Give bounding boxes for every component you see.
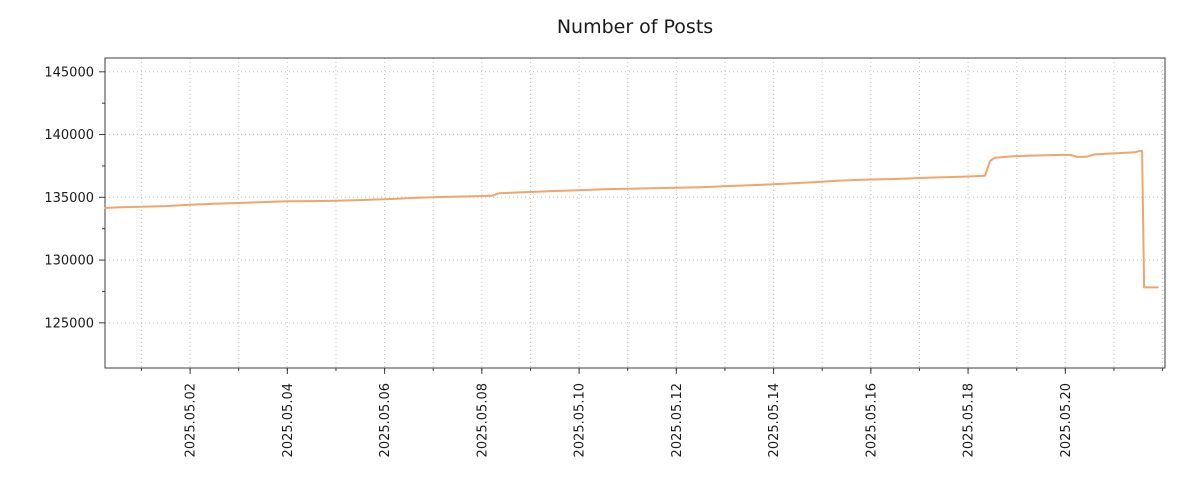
axis-layer: 2025.05.02 2025.05.04 2025.05.06 2025.05.08…	[44, 57, 1166, 457]
grid-layer	[105, 58, 1165, 368]
x-tick-label: 2025.05.08	[475, 383, 490, 457]
x-tick-label: 2025.05.06	[378, 383, 393, 457]
series-layer	[104, 150, 1159, 289]
series-line-posts	[104, 150, 1159, 289]
x-tick-label: 2025.05.16	[864, 383, 879, 457]
y-tick-label: 145000	[44, 65, 94, 80]
x-tick-label: 2025.05.02	[184, 383, 199, 457]
x-tick-label: 2025.05.10	[573, 383, 588, 457]
y-tick-label: 125000	[44, 316, 94, 331]
y-tick-label: 135000	[44, 191, 94, 206]
x-tick-label: 2025.05.14	[767, 383, 782, 457]
plot-frame	[104, 57, 1166, 369]
x-tick-label: 2025.05.04	[281, 383, 296, 457]
x-tick-label: 2025.05.12	[670, 383, 685, 457]
y-tick-label: 140000	[44, 128, 94, 143]
y-tick-label: 130000	[44, 254, 94, 269]
x-tick-label: 2025.05.20	[1059, 383, 1074, 457]
chart-title: Number of Posts	[556, 16, 714, 38]
x-tick-label: 2025.05.18	[962, 383, 977, 457]
